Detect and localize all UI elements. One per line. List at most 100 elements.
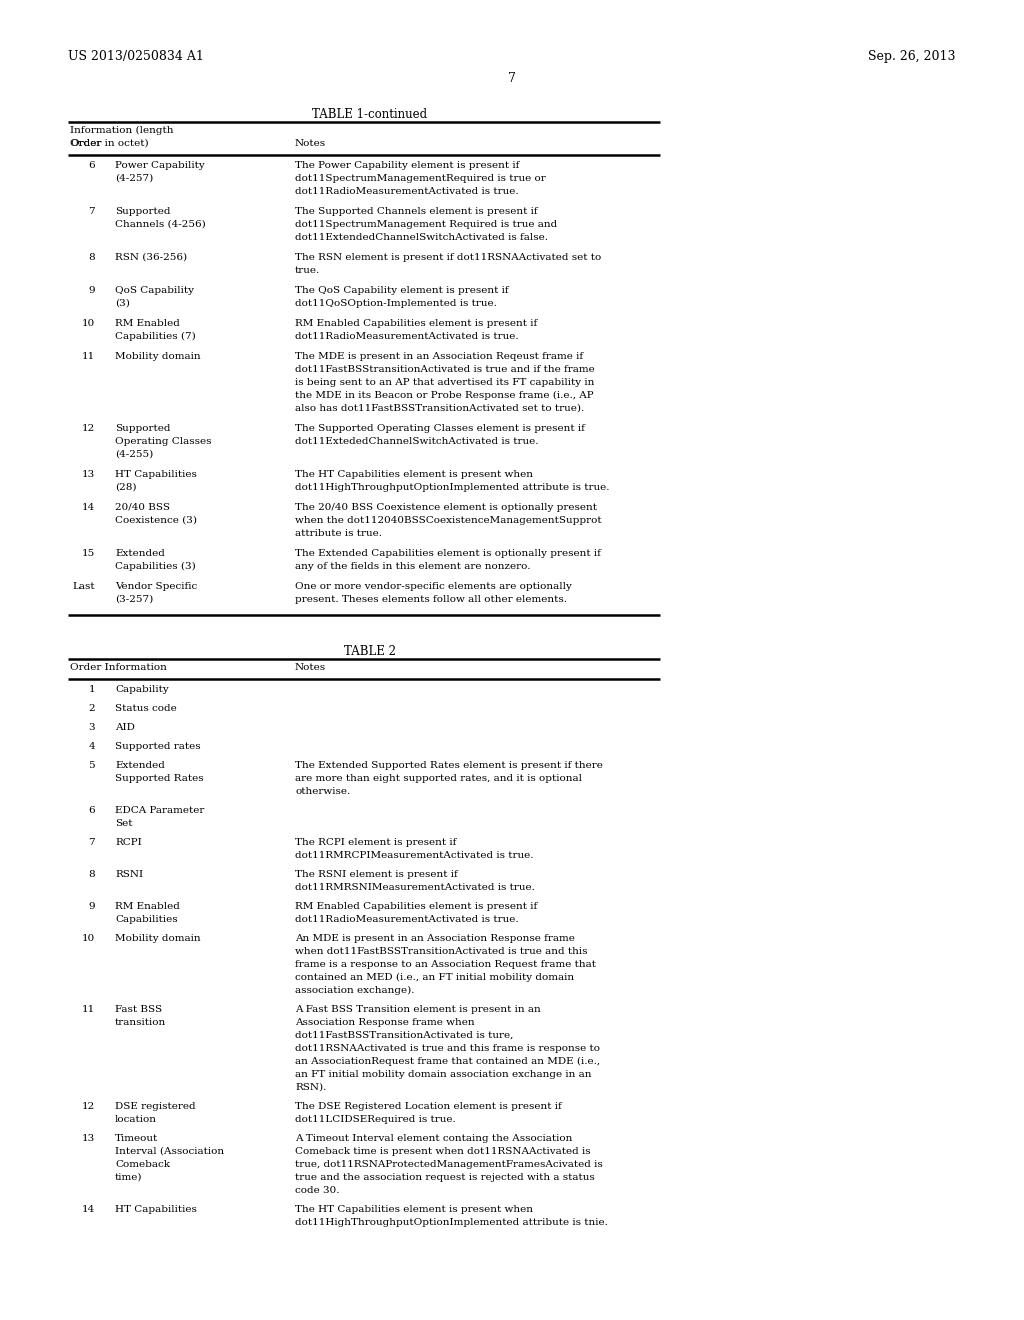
Text: are more than eight supported rates, and it is optional: are more than eight supported rates, and… xyxy=(295,774,582,783)
Text: DSE registered: DSE registered xyxy=(115,1102,196,1111)
Text: true, dot11RSNAProtectedManagementFramesAcivated is: true, dot11RSNAProtectedManagementFrames… xyxy=(295,1160,603,1170)
Text: 8: 8 xyxy=(88,253,95,261)
Text: Capabilities (3): Capabilities (3) xyxy=(115,562,196,572)
Text: 6: 6 xyxy=(88,161,95,170)
Text: (28): (28) xyxy=(115,483,136,492)
Text: (3): (3) xyxy=(115,300,130,308)
Text: when dot11FastBSSTransitionActivated is true and this: when dot11FastBSSTransitionActivated is … xyxy=(295,946,588,956)
Text: 11: 11 xyxy=(82,352,95,360)
Text: Extended: Extended xyxy=(115,762,165,770)
Text: dot11QoSOption-Implemented is true.: dot11QoSOption-Implemented is true. xyxy=(295,300,497,308)
Text: 7: 7 xyxy=(88,838,95,847)
Text: transition: transition xyxy=(115,1018,166,1027)
Text: Set: Set xyxy=(115,818,132,828)
Text: Notes: Notes xyxy=(295,139,326,148)
Text: HT Capabilities: HT Capabilities xyxy=(115,1205,197,1214)
Text: 10: 10 xyxy=(82,935,95,942)
Text: The 20/40 BSS Coexistence element is optionally present: The 20/40 BSS Coexistence element is opt… xyxy=(295,503,597,512)
Text: dot11SpectrumManagement Required is true and: dot11SpectrumManagement Required is true… xyxy=(295,220,557,228)
Text: association exchange).: association exchange). xyxy=(295,986,415,995)
Text: AID: AID xyxy=(115,723,135,733)
Text: dot11RMRCPIMeasurementActivated is true.: dot11RMRCPIMeasurementActivated is true. xyxy=(295,851,534,861)
Text: dot11RMRSNIMeasurementActivated is true.: dot11RMRSNIMeasurementActivated is true. xyxy=(295,883,535,892)
Text: The RCPI element is present if: The RCPI element is present if xyxy=(295,838,457,847)
Text: HT Capabilities: HT Capabilities xyxy=(115,470,197,479)
Text: Information (length: Information (length xyxy=(70,125,173,135)
Text: RM Enabled Capabilities element is present if: RM Enabled Capabilities element is prese… xyxy=(295,319,538,327)
Text: 14: 14 xyxy=(82,1205,95,1214)
Text: true.: true. xyxy=(295,267,321,275)
Text: dot11ExtendedChannelSwitchActivated is false.: dot11ExtendedChannelSwitchActivated is f… xyxy=(295,234,548,242)
Text: frame is a response to an Association Request frame that: frame is a response to an Association Re… xyxy=(295,960,596,969)
Text: An MDE is present in an Association Response frame: An MDE is present in an Association Resp… xyxy=(295,935,574,942)
Text: dot11FastBSStransitionActivated is true and if the frame: dot11FastBSStransitionActivated is true … xyxy=(295,366,595,374)
Text: contained an MED (i.e., an FT initial mobility domain: contained an MED (i.e., an FT initial mo… xyxy=(295,973,574,982)
Text: Power Capability: Power Capability xyxy=(115,161,205,170)
Text: Comeback time is present when dot11RSNAActivated is: Comeback time is present when dot11RSNAA… xyxy=(295,1147,591,1156)
Text: (3-257): (3-257) xyxy=(115,595,154,605)
Text: Association Response frame when: Association Response frame when xyxy=(295,1018,475,1027)
Text: Capabilities (7): Capabilities (7) xyxy=(115,333,196,341)
Text: The HT Capabilities element is present when: The HT Capabilities element is present w… xyxy=(295,470,534,479)
Text: otherwise.: otherwise. xyxy=(295,787,350,796)
Text: (4-257): (4-257) xyxy=(115,174,154,183)
Text: The DSE Registered Location element is present if: The DSE Registered Location element is p… xyxy=(295,1102,562,1111)
Text: true and the association request is rejected with a status: true and the association request is reje… xyxy=(295,1173,595,1181)
Text: Mobility domain: Mobility domain xyxy=(115,352,201,360)
Text: RSN).: RSN). xyxy=(295,1082,327,1092)
Text: dot11RadioMeasurementActivated is true.: dot11RadioMeasurementActivated is true. xyxy=(295,333,518,341)
Text: 5: 5 xyxy=(88,762,95,770)
Text: Interval (Association: Interval (Association xyxy=(115,1147,224,1156)
Text: code 30.: code 30. xyxy=(295,1185,340,1195)
Text: Vendor Specific: Vendor Specific xyxy=(115,582,198,591)
Text: US 2013/0250834 A1: US 2013/0250834 A1 xyxy=(68,50,204,63)
Text: RSNI: RSNI xyxy=(115,870,143,879)
Text: The QoS Capability element is present if: The QoS Capability element is present if xyxy=(295,286,509,294)
Text: 7: 7 xyxy=(88,207,95,216)
Text: The HT Capabilities element is present when: The HT Capabilities element is present w… xyxy=(295,1205,534,1214)
Text: dot11HighThroughputOptionImplemented attribute is true.: dot11HighThroughputOptionImplemented att… xyxy=(295,483,609,492)
Text: RM Enabled: RM Enabled xyxy=(115,902,180,911)
Text: dot11ExtededChannelSwitchActivated is true.: dot11ExtededChannelSwitchActivated is tr… xyxy=(295,437,539,446)
Text: dot11HighThroughputOptionImplemented attribute is tnie.: dot11HighThroughputOptionImplemented att… xyxy=(295,1218,608,1228)
Text: Supported: Supported xyxy=(115,424,171,433)
Text: RM Enabled Capabilities element is present if: RM Enabled Capabilities element is prese… xyxy=(295,902,538,911)
Text: present. Theses elements follow all other elements.: present. Theses elements follow all othe… xyxy=(295,595,567,605)
Text: is being sent to an AP that advertised its FT capability in: is being sent to an AP that advertised i… xyxy=(295,378,594,387)
Text: Supported rates: Supported rates xyxy=(115,742,201,751)
Text: when the dot112040BSSCoexistenceManagementSupprot: when the dot112040BSSCoexistenceManageme… xyxy=(295,516,602,525)
Text: 1: 1 xyxy=(88,685,95,694)
Text: an AssociationRequest frame that contained an MDE (i.e.,: an AssociationRequest frame that contain… xyxy=(295,1057,600,1067)
Text: 11: 11 xyxy=(82,1005,95,1014)
Text: QoS Capability: QoS Capability xyxy=(115,286,194,294)
Text: The Power Capability element is present if: The Power Capability element is present … xyxy=(295,161,519,170)
Text: TABLE 1-continued: TABLE 1-continued xyxy=(312,108,428,121)
Text: dot11RadioMeasurementActivated is true.: dot11RadioMeasurementActivated is true. xyxy=(295,187,518,195)
Text: 7: 7 xyxy=(508,73,516,84)
Text: 12: 12 xyxy=(82,424,95,433)
Text: Capabilities: Capabilities xyxy=(115,915,177,924)
Text: an FT initial mobility domain association exchange in an: an FT initial mobility domain associatio… xyxy=(295,1071,592,1078)
Text: Fast BSS: Fast BSS xyxy=(115,1005,162,1014)
Text: 12: 12 xyxy=(82,1102,95,1111)
Text: 2: 2 xyxy=(88,704,95,713)
Text: A Fast BSS Transition element is present in an: A Fast BSS Transition element is present… xyxy=(295,1005,541,1014)
Text: (4-255): (4-255) xyxy=(115,450,154,459)
Text: RM Enabled: RM Enabled xyxy=(115,319,180,327)
Text: The Supported Operating Classes element is present if: The Supported Operating Classes element … xyxy=(295,424,585,433)
Text: 14: 14 xyxy=(82,503,95,512)
Text: any of the fields in this element are nonzero.: any of the fields in this element are no… xyxy=(295,562,530,572)
Text: the MDE in its Beacon or Probe Response frame (i.e., AP: the MDE in its Beacon or Probe Response … xyxy=(295,391,594,400)
Text: 6: 6 xyxy=(88,807,95,814)
Text: The MDE is present in an Association Reqeust frame if: The MDE is present in an Association Req… xyxy=(295,352,583,360)
Text: The Supported Channels element is present if: The Supported Channels element is presen… xyxy=(295,207,538,216)
Text: Supported Rates: Supported Rates xyxy=(115,774,204,783)
Text: One or more vendor-specific elements are optionally: One or more vendor-specific elements are… xyxy=(295,582,571,591)
Text: 10: 10 xyxy=(82,319,95,327)
Text: 3: 3 xyxy=(88,723,95,733)
Text: Operating Classes: Operating Classes xyxy=(115,437,212,446)
Text: Timeout: Timeout xyxy=(115,1134,159,1143)
Text: Coexistence (3): Coexistence (3) xyxy=(115,516,197,525)
Text: 20/40 BSS: 20/40 BSS xyxy=(115,503,170,512)
Text: The RSN element is present if dot11RSNAActivated set to: The RSN element is present if dot11RSNAA… xyxy=(295,253,601,261)
